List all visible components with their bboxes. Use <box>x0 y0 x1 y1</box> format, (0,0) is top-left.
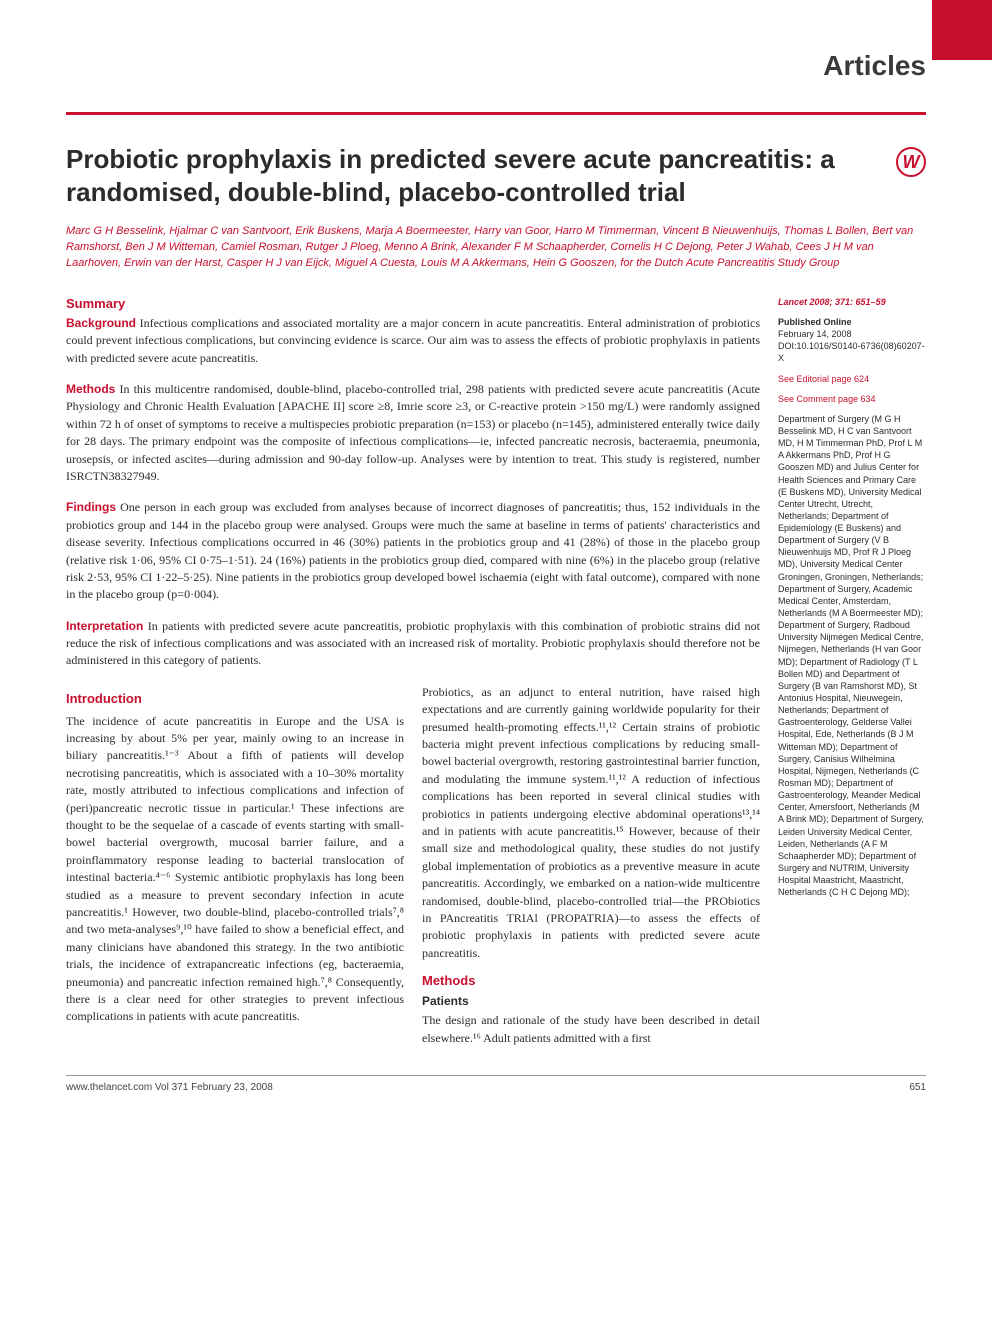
background-lead: Background <box>66 316 136 330</box>
see-editorial-text: See Editorial page 624 <box>778 374 869 384</box>
citation: Lancet 2008; 371: 651–59 <box>778 296 926 308</box>
doi: DOI:10.1016/S0140-6736(08)60207-X <box>778 341 925 363</box>
methods-text: In this multicentre randomised, double-b… <box>66 382 760 483</box>
main-column: Summary Background Infectious complicati… <box>66 296 760 1047</box>
brand-corner-block <box>932 0 992 60</box>
footer-right: 651 <box>909 1082 926 1093</box>
methods-p1: The design and rationale of the study ha… <box>422 1012 760 1047</box>
affiliations: Department of Surgery (M G H Besselink M… <box>778 413 926 899</box>
findings-lead: Findings <box>66 500 116 514</box>
web-badge-icon: W <box>896 147 926 177</box>
page-footer: www.thelancet.com Vol 371 February 23, 2… <box>66 1075 926 1093</box>
pub-online-date: February 14, 2008 <box>778 329 852 339</box>
published-online: Published Online February 14, 2008 DOI:1… <box>778 316 926 365</box>
pub-online-label: Published Online <box>778 317 852 327</box>
intro-p1: The incidence of acute pancreatitis in E… <box>66 713 404 1026</box>
interpretation-text: In patients with predicted severe acute … <box>66 619 760 668</box>
methods-subheading: Patients <box>422 993 760 1010</box>
see-comment: See Comment page 634 <box>778 393 926 405</box>
methods-heading: Methods <box>422 972 760 991</box>
footer-left: www.thelancet.com Vol 371 February 23, 2… <box>66 1082 273 1093</box>
author-list: Marc G H Besselink, Hjalmar C van Santvo… <box>66 224 926 272</box>
summary-methods: Methods In this multicentre randomised, … <box>66 381 760 485</box>
methods-lead: Methods <box>66 382 115 396</box>
summary-background: Background Infectious complications and … <box>66 315 760 367</box>
summary-interpretation: Interpretation In patients with predicte… <box>66 618 760 670</box>
see-editorial: See Editorial page 624 <box>778 373 926 385</box>
red-rule <box>66 112 926 115</box>
interpretation-lead: Interpretation <box>66 619 143 633</box>
intro-p2: Probiotics, as an adjunct to enteral nut… <box>422 684 760 962</box>
findings-text: One person in each group was excluded fr… <box>66 500 760 601</box>
summary-findings: Findings One person in each group was ex… <box>66 499 760 603</box>
sidebar-column: Lancet 2008; 371: 651–59 Published Onlin… <box>778 296 926 1047</box>
summary-heading: Summary <box>66 296 760 311</box>
article-title: Probiotic prophylaxis in predicted sever… <box>66 143 882 208</box>
body-two-column: Introduction The incidence of acute panc… <box>66 684 760 1047</box>
section-label: Articles <box>66 50 926 82</box>
introduction-heading: Introduction <box>66 690 404 709</box>
see-comment-text: See Comment page 634 <box>778 394 876 404</box>
background-text: Infectious complications and associated … <box>66 316 760 365</box>
